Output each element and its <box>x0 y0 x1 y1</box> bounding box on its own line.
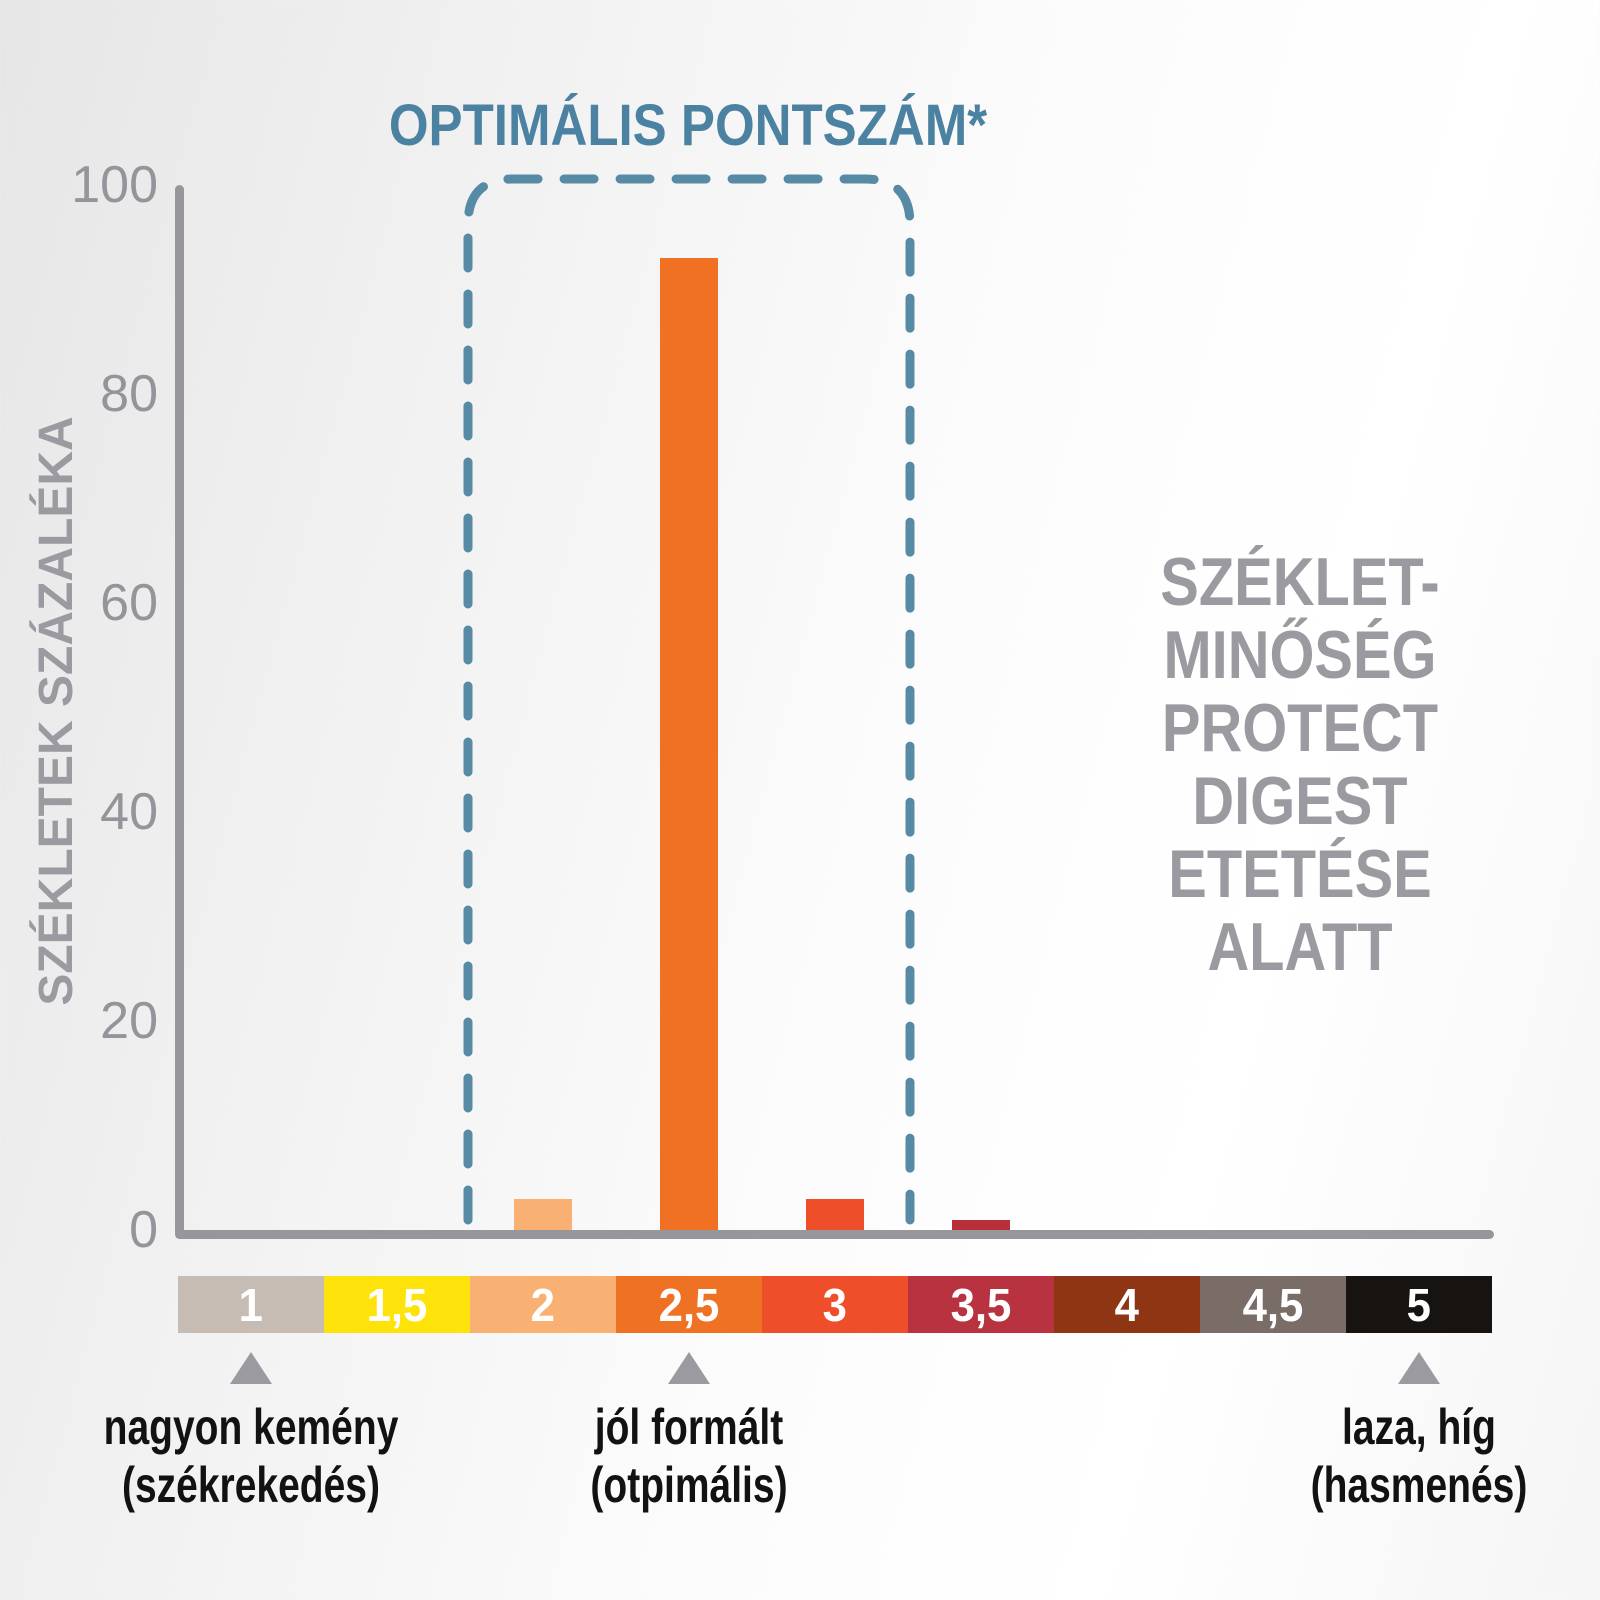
y-tick-label: 20 <box>100 992 158 1050</box>
scale-segment-label: 5 <box>1406 1278 1432 1331</box>
scale-segment-label: 4,5 <box>1242 1278 1304 1331</box>
marker-label-line: (hasmenés) <box>1310 1457 1528 1513</box>
marker-triangle-icon <box>668 1352 710 1384</box>
scale-segment-label: 3,5 <box>950 1278 1012 1331</box>
y-tick-label: 80 <box>100 365 158 423</box>
bar-score-2,5 <box>660 258 718 1230</box>
scale-segment-3: 3 <box>762 1276 908 1333</box>
note-line: ETETÉSE <box>1168 836 1432 912</box>
chart-title: OPTIMÁLIS PONTSZÁM* <box>388 93 988 158</box>
right-note: SZÉKLET- MINŐSÉG PROTECT DIGEST ETETÉSE ALATT <box>1113 546 1487 984</box>
scale-segment-4,5: 4,5 <box>1200 1276 1346 1333</box>
optimal-zone-dashed-path <box>463 174 915 1225</box>
bar-score-3 <box>806 1198 864 1230</box>
marker-triangle-icon <box>230 1352 272 1384</box>
optimal-zone-outline <box>463 174 915 1225</box>
marker-triangle-icon <box>1398 1352 1440 1384</box>
note-line: DIGEST <box>1192 763 1408 839</box>
marker-label: nagyon kemény (székrekedés) <box>1 1398 500 1514</box>
note-line: PROTECT <box>1161 690 1439 766</box>
scale-segment-label: 4 <box>1114 1278 1140 1331</box>
marker-label: jól formált (otpimális) <box>439 1398 938 1514</box>
scale-segment-3,5: 3,5 <box>908 1276 1054 1333</box>
y-tick-label: 60 <box>100 574 158 632</box>
bar-score-3,5 <box>952 1219 1010 1230</box>
scale-segment-label: 2 <box>530 1278 556 1331</box>
scale-segment-label: 1 <box>238 1278 264 1331</box>
note-line: MINŐSÉG <box>1163 617 1437 693</box>
scale-segment-4: 4 <box>1054 1276 1200 1333</box>
marker-label: laza, híg (hasmenés) <box>1169 1398 1600 1514</box>
marker-label-line: (székrekedés) <box>121 1457 380 1513</box>
y-axis-line <box>175 185 184 1237</box>
marker-label-line: (otpimális) <box>590 1457 788 1513</box>
note-line: SZÉKLET- <box>1160 544 1440 620</box>
scale-segment-label: 1,5 <box>366 1278 428 1331</box>
scale-segment-label: 3 <box>822 1278 848 1331</box>
y-tick-label: 100 <box>71 156 158 214</box>
scale-segment-1,5: 1,5 <box>324 1276 470 1333</box>
scale-segment-label: 2,5 <box>658 1278 720 1331</box>
marker-label-line: jól formált <box>594 1399 784 1455</box>
scale-segment-5: 5 <box>1346 1276 1492 1333</box>
scale-segment-1: 1 <box>178 1276 324 1333</box>
y-axis-title: SZÉKLETEK SZÁZALÉKA <box>30 416 83 1006</box>
scale-segment-2,5: 2,5 <box>616 1276 762 1333</box>
y-tick-label: 40 <box>100 783 158 841</box>
marker-label-line: nagyon kemény <box>103 1399 399 1455</box>
y-tick-label: 0 <box>129 1201 158 1259</box>
scale-segment-2: 2 <box>470 1276 616 1333</box>
stool-score-scale: 1 1,5 2 2,5 3 3,5 4 4,5 5 <box>178 1276 1492 1333</box>
bar-score-2 <box>514 1198 572 1230</box>
x-axis-line <box>175 1230 1494 1239</box>
note-line: ALATT <box>1207 909 1393 985</box>
marker-label-line: laza, híg <box>1342 1399 1496 1455</box>
